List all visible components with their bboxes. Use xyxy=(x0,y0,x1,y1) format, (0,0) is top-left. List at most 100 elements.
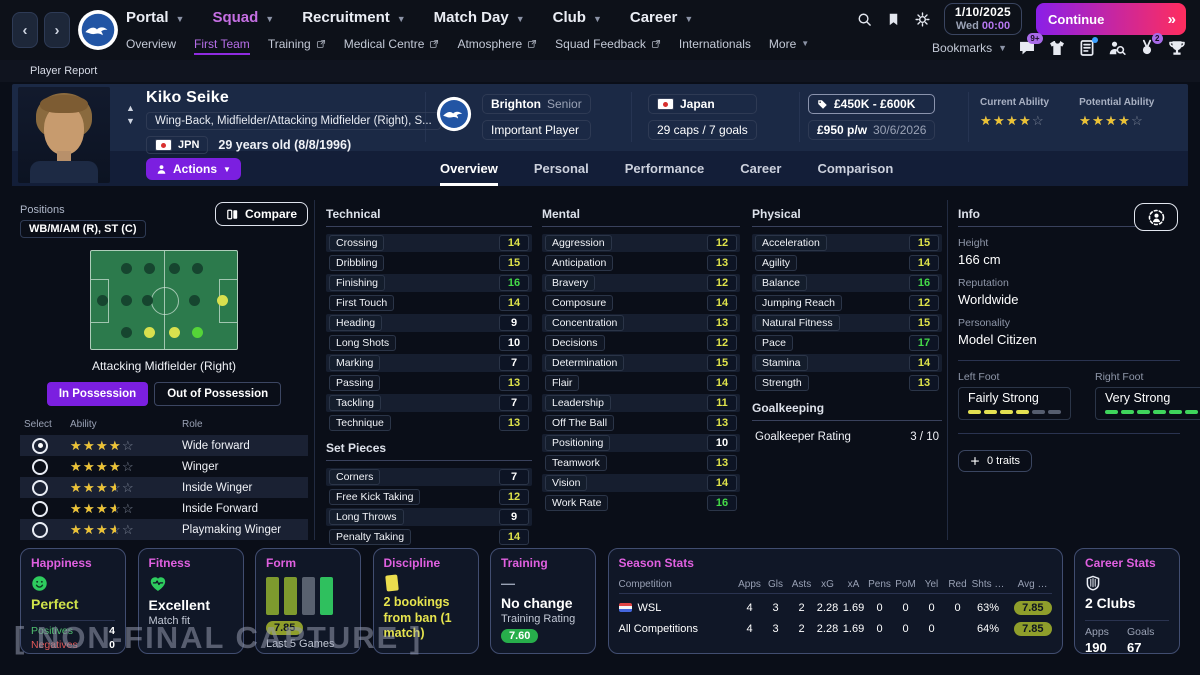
history-nav: ‹ › xyxy=(0,0,70,60)
attribute-pace: Pace 17 xyxy=(752,334,942,352)
tab-comparison[interactable]: Comparison xyxy=(817,160,894,176)
chat-icon[interactable]: 9+ xyxy=(1018,33,1043,57)
search-icon[interactable] xyxy=(857,12,872,27)
compare-button[interactable]: Compare xyxy=(214,202,308,226)
season-stats-row-wsl: WSL 4 3 2 2.28 1.69 0 0 0 0 63% 7.85 xyxy=(618,597,1052,618)
status-icon-row: 9+ 2 xyxy=(1018,33,1186,57)
forward-button[interactable]: › xyxy=(44,12,70,48)
submenu-first-team[interactable]: First Team xyxy=(194,37,250,55)
role-row-inside-winger[interactable]: ☆★☆★☆★☆★☆★ Inside Winger xyxy=(20,477,308,498)
trophy-icon[interactable] xyxy=(1168,39,1186,57)
in-possession-button[interactable]: In Possession xyxy=(46,382,149,406)
attribute-flair: Flair 14 xyxy=(542,374,740,392)
positions-text-chip: WB/M/AM (R), ST (C) xyxy=(20,220,146,238)
attribute-free-kick-taking: Free Kick Taking 12 xyxy=(326,488,532,506)
form-card[interactable]: Form 7.85 Last 5 Games xyxy=(255,548,361,654)
traits-button[interactable]: 0 traits xyxy=(958,450,1033,472)
positions-label: Positions xyxy=(20,204,65,216)
gear-icon[interactable] xyxy=(915,11,930,27)
bookmarks-dropdown[interactable]: Bookmarks ▼ xyxy=(932,41,1007,55)
set-pieces-list: Corners 7 Free Kick Taking 12 Long Throws 9 Pe… xyxy=(326,468,532,546)
japan-flag-icon xyxy=(657,98,674,110)
player-age: 29 years old (8/8/1996) xyxy=(218,138,352,152)
medal-icon[interactable]: 2 xyxy=(1138,33,1163,57)
japan-flag-icon xyxy=(155,139,172,151)
menu-recruitment[interactable]: Recruitment ▼ xyxy=(302,9,406,26)
submenu-medical-centre[interactable]: Medical Centre xyxy=(344,37,440,55)
shield-icon xyxy=(1085,575,1169,591)
submenu-atmosphere[interactable]: Atmosphere xyxy=(457,37,537,55)
personality-label: Personality xyxy=(958,317,1010,329)
tab-personal[interactable]: Personal xyxy=(533,160,589,176)
personality-value: Model Citizen xyxy=(958,332,1037,347)
role-row-playmaking-winger[interactable]: ☆★☆★☆★☆★☆★ Playmaking Winger xyxy=(20,519,308,540)
scout-icon[interactable] xyxy=(1108,39,1126,57)
club-squad-chip[interactable]: Brighton Senior xyxy=(482,94,591,114)
career-stats-card[interactable]: Career Stats 2 Clubs Apps Goals 190 67 xyxy=(1074,548,1180,655)
submenu-training[interactable]: Training xyxy=(268,37,326,55)
player-prev-button[interactable]: ▲ xyxy=(126,103,135,113)
submenu-squad-feedback[interactable]: Squad Feedback xyxy=(555,37,661,55)
role-radio[interactable] xyxy=(32,521,48,538)
continue-button[interactable]: Continue » xyxy=(1036,3,1186,35)
training-card[interactable]: Training — No change Training Rating 7.6… xyxy=(490,548,596,654)
goalkeeper-rating-row: Goalkeeper Rating 3 / 10 xyxy=(755,431,939,443)
menu-portal[interactable]: Portal ▼ xyxy=(126,9,185,26)
game-date[interactable]: 1/10/2025 Wed 00:00 xyxy=(943,3,1022,35)
role-radio[interactable] xyxy=(32,479,48,496)
attribute-penalty-taking: Penalty Taking 14 xyxy=(326,528,532,546)
discipline-card[interactable]: Discipline 2 bookings from ban (1 match) xyxy=(372,548,479,654)
role-radio[interactable] xyxy=(32,458,48,475)
attribute-off-the-ball: Off The Ball 13 xyxy=(542,414,740,432)
menu-club[interactable]: Club ▼ xyxy=(552,9,602,26)
tab-performance[interactable]: Performance xyxy=(624,160,705,176)
plus-icon xyxy=(970,456,980,466)
role-row-inside-forward[interactable]: ☆★☆★☆★☆★☆★ Inside Forward xyxy=(20,498,308,519)
bookmark-icon[interactable] xyxy=(886,12,901,27)
menu-match-day[interactable]: Match Day ▼ xyxy=(433,9,525,26)
shirt-icon[interactable] xyxy=(1048,39,1066,57)
role-radio[interactable] xyxy=(32,437,48,454)
game-time: 00:00 xyxy=(981,19,1011,32)
top-bar: ‹ › Portal ▼ Squad ▼ Recruitment ▼ Match Day ▼ C… xyxy=(0,0,1200,60)
position-dot-dark xyxy=(192,263,204,275)
tab-overview[interactable]: Overview xyxy=(440,151,498,186)
attribute-strength: Strength 13 xyxy=(752,374,942,392)
nation-chip[interactable]: Japan xyxy=(648,94,757,114)
role-row-wide-forward[interactable]: ☆★☆★☆★☆★☆★ Wide forward xyxy=(20,435,308,456)
role-label: Inside Winger xyxy=(182,481,253,494)
tab-career[interactable]: Career xyxy=(740,160,782,176)
role-ability-stars: ☆★☆★☆★☆★☆★ xyxy=(70,521,134,537)
out-of-possession-button[interactable]: Out of Possession xyxy=(154,382,282,406)
submenu-more[interactable]: More ▼ xyxy=(768,36,810,51)
menu-squad[interactable]: Squad ▼ xyxy=(212,9,275,26)
attribute-jumping-reach: Jumping Reach 12 xyxy=(752,294,942,312)
actions-button[interactable]: Actions ▼ xyxy=(146,158,241,180)
technical-list: Crossing 14 Dribbling 15 Finishing 16 First To… xyxy=(326,234,532,432)
happiness-card[interactable]: Happiness Perfect Positives 4 Negatives 0 xyxy=(20,548,126,654)
fitness-card[interactable]: Fitness Excellent Match fit xyxy=(137,548,244,654)
attribute-analyser-icon[interactable] xyxy=(1134,203,1178,231)
physical-list: Acceleration 15 Agility 14 Balance 16 Jumping … xyxy=(752,234,942,392)
role-table-body: ☆★☆★☆★☆★☆★Wide forward☆★☆★☆★☆★☆★Winger☆★… xyxy=(20,435,308,540)
role-radio[interactable] xyxy=(32,500,48,517)
positions-panel: Positions WB/M/AM (R), ST (C) Compare At… xyxy=(20,202,308,540)
role-row-winger[interactable]: ☆★☆★☆★☆★☆★ Winger xyxy=(20,456,308,477)
current-ability-label: Current Ability xyxy=(980,97,1050,108)
back-button[interactable]: ‹ xyxy=(12,12,38,48)
sub-menu: Overview First Team Training Medical Centre… xyxy=(126,34,857,58)
role-label: Wide forward xyxy=(182,439,250,452)
fitness-detail: Match fit xyxy=(148,615,191,627)
role-label: Playmaking Winger xyxy=(182,523,282,536)
selected-position-caption: Attacking Midfielder (Right) xyxy=(91,359,237,373)
mental-list: Aggression 12 Anticipation 13 Bravery 12 Compo… xyxy=(542,234,740,512)
attribute-work-rate: Work Rate 16 xyxy=(542,494,740,512)
attribute-concentration: Concentration 13 xyxy=(542,314,740,332)
notes-icon[interactable] xyxy=(1078,37,1098,57)
submenu-overview[interactable]: Overview xyxy=(126,36,177,51)
player-next-button[interactable]: ▼ xyxy=(126,116,135,126)
happiness-state: Perfect xyxy=(31,596,79,612)
submenu-internationals[interactable]: Internationals xyxy=(678,36,751,51)
menu-career[interactable]: Career ▼ xyxy=(629,9,694,26)
nationality-chip: JPN xyxy=(146,136,209,154)
